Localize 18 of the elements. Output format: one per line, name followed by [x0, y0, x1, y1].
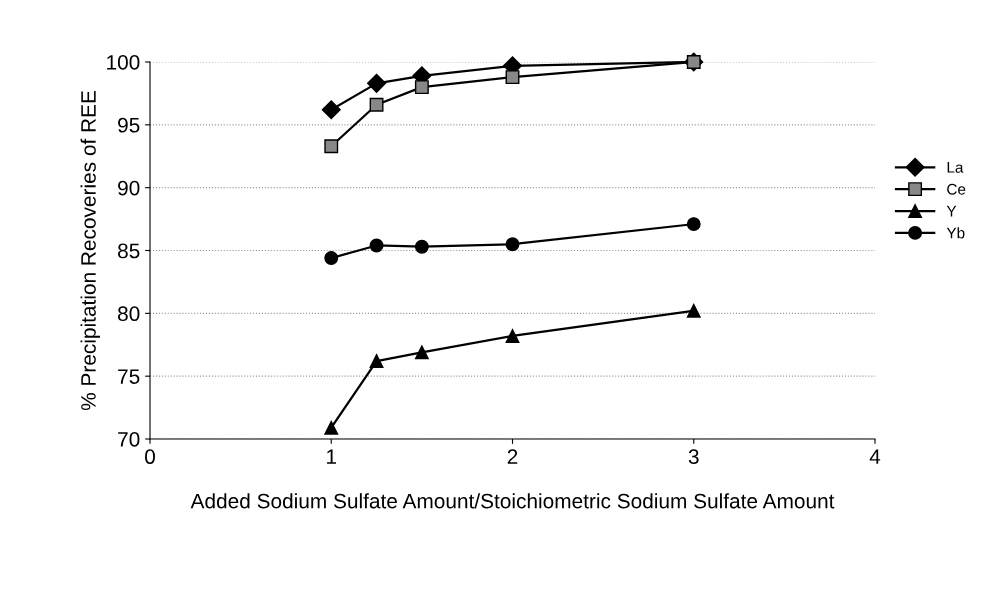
legend-label: Ce	[947, 183, 966, 195]
x-tick-label: 3	[688, 449, 699, 465]
y-tick-label: 90	[118, 180, 140, 196]
y-axis-title: % Precipitation Recoveries of REE	[80, 91, 100, 411]
x-tick-label: 2	[507, 449, 518, 464]
y-tick-label: 70	[118, 432, 140, 447]
y-tick-label: 85	[118, 243, 140, 259]
legend-label: La	[947, 162, 964, 173]
legend-label: Yb	[946, 227, 965, 239]
y-tick-label: 95	[118, 117, 140, 133]
y-tick-label: 80	[118, 306, 140, 322]
y-tick-label: 75	[118, 369, 140, 384]
y-tick-label: 100	[107, 55, 140, 70]
x-tick-label: 1	[327, 449, 337, 464]
x-axis-title: Added Sodium Sulfate Amount/Stoichiometric Sodium Sulfate Amount	[190, 493, 835, 509]
legend-label: Y	[946, 205, 957, 217]
x-tick-label: 4	[869, 449, 881, 464]
x-tick-label: 0	[145, 449, 155, 465]
